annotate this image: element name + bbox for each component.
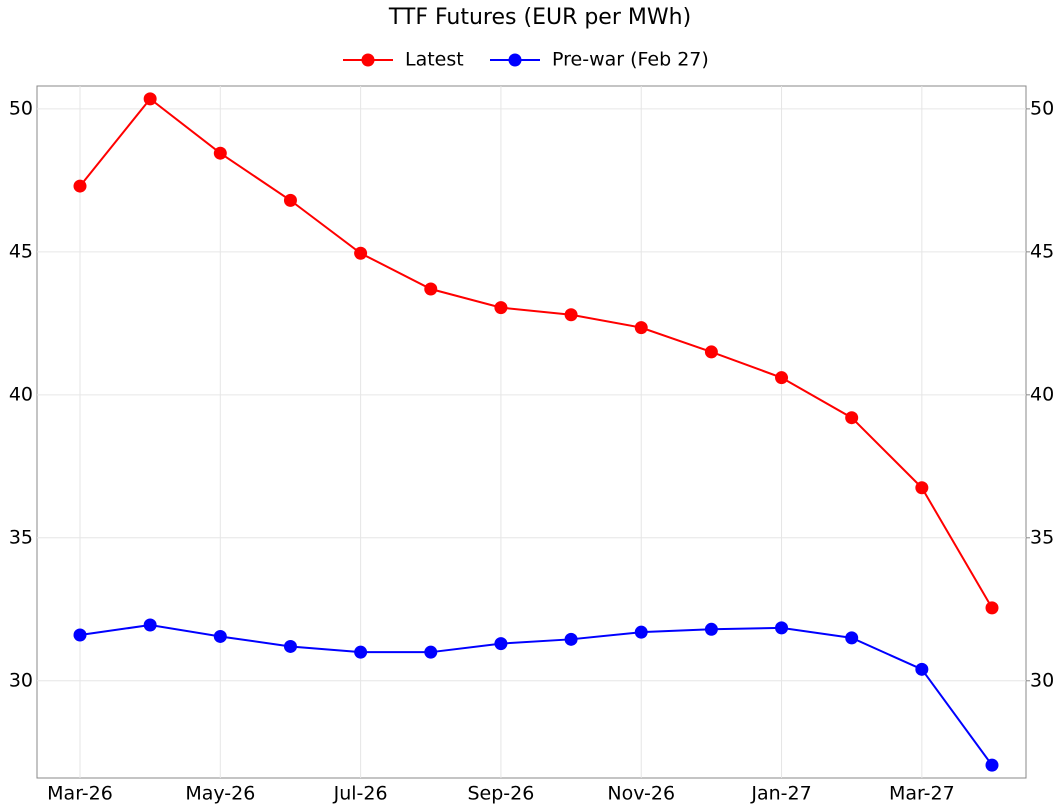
data-point: [775, 371, 789, 385]
data-point: [354, 246, 368, 260]
data-point: [915, 662, 929, 676]
data-point: [494, 301, 508, 315]
data-point: [73, 628, 87, 642]
data-point: [283, 193, 297, 207]
x-tick-label: Sep-26: [468, 783, 535, 805]
x-tick-label: May-26: [185, 783, 255, 805]
legend-marker: [508, 53, 522, 67]
y2-tick-label: 45: [1030, 240, 1054, 262]
data-point: [283, 639, 297, 653]
data-point: [494, 637, 508, 651]
y-tick-label: 40: [9, 383, 33, 405]
legend-label: Pre-war (Feb 27): [552, 49, 709, 71]
data-point: [143, 92, 157, 106]
y2-tick-label: 40: [1030, 383, 1054, 405]
data-point: [424, 645, 438, 659]
data-point: [564, 632, 578, 646]
x-tick-label: Nov-26: [607, 783, 675, 805]
series-line: [79, 624, 993, 766]
x-tick-label: Jan-27: [750, 783, 811, 805]
x-tick-label: Jul-26: [333, 783, 388, 805]
plot-frame: [36, 85, 1027, 779]
legend-label: Latest: [405, 49, 464, 71]
data-point: [354, 645, 368, 659]
y-tick-label: 45: [9, 240, 33, 262]
y-tick-label: 30: [9, 669, 33, 691]
y2-tick-label: 35: [1030, 526, 1054, 548]
data-point: [213, 146, 227, 160]
data-point: [634, 321, 648, 335]
data-point: [564, 308, 578, 322]
y2-tick-label: 30: [1030, 669, 1054, 691]
y2-tick-label: 50: [1030, 97, 1054, 119]
data-point: [704, 622, 718, 636]
data-point: [213, 629, 227, 643]
data-point: [704, 345, 718, 359]
data-point: [424, 282, 438, 296]
series-line: [79, 97, 993, 609]
data-point: [775, 621, 789, 635]
data-point: [143, 618, 157, 632]
data-point: [915, 481, 929, 495]
y-tick-label: 35: [9, 526, 33, 548]
y-tick-label: 50: [9, 97, 33, 119]
data-point: [845, 631, 859, 645]
data-point: [985, 601, 999, 615]
x-tick-label: Mar-26: [47, 783, 113, 805]
data-point: [73, 179, 87, 193]
x-tick-label: Mar-27: [889, 783, 955, 805]
data-point: [845, 411, 859, 425]
data-point: [985, 758, 999, 772]
chart-title: TTF Futures (EUR per MWh): [388, 5, 691, 30]
legend-marker: [361, 53, 375, 67]
data-point: [634, 625, 648, 639]
